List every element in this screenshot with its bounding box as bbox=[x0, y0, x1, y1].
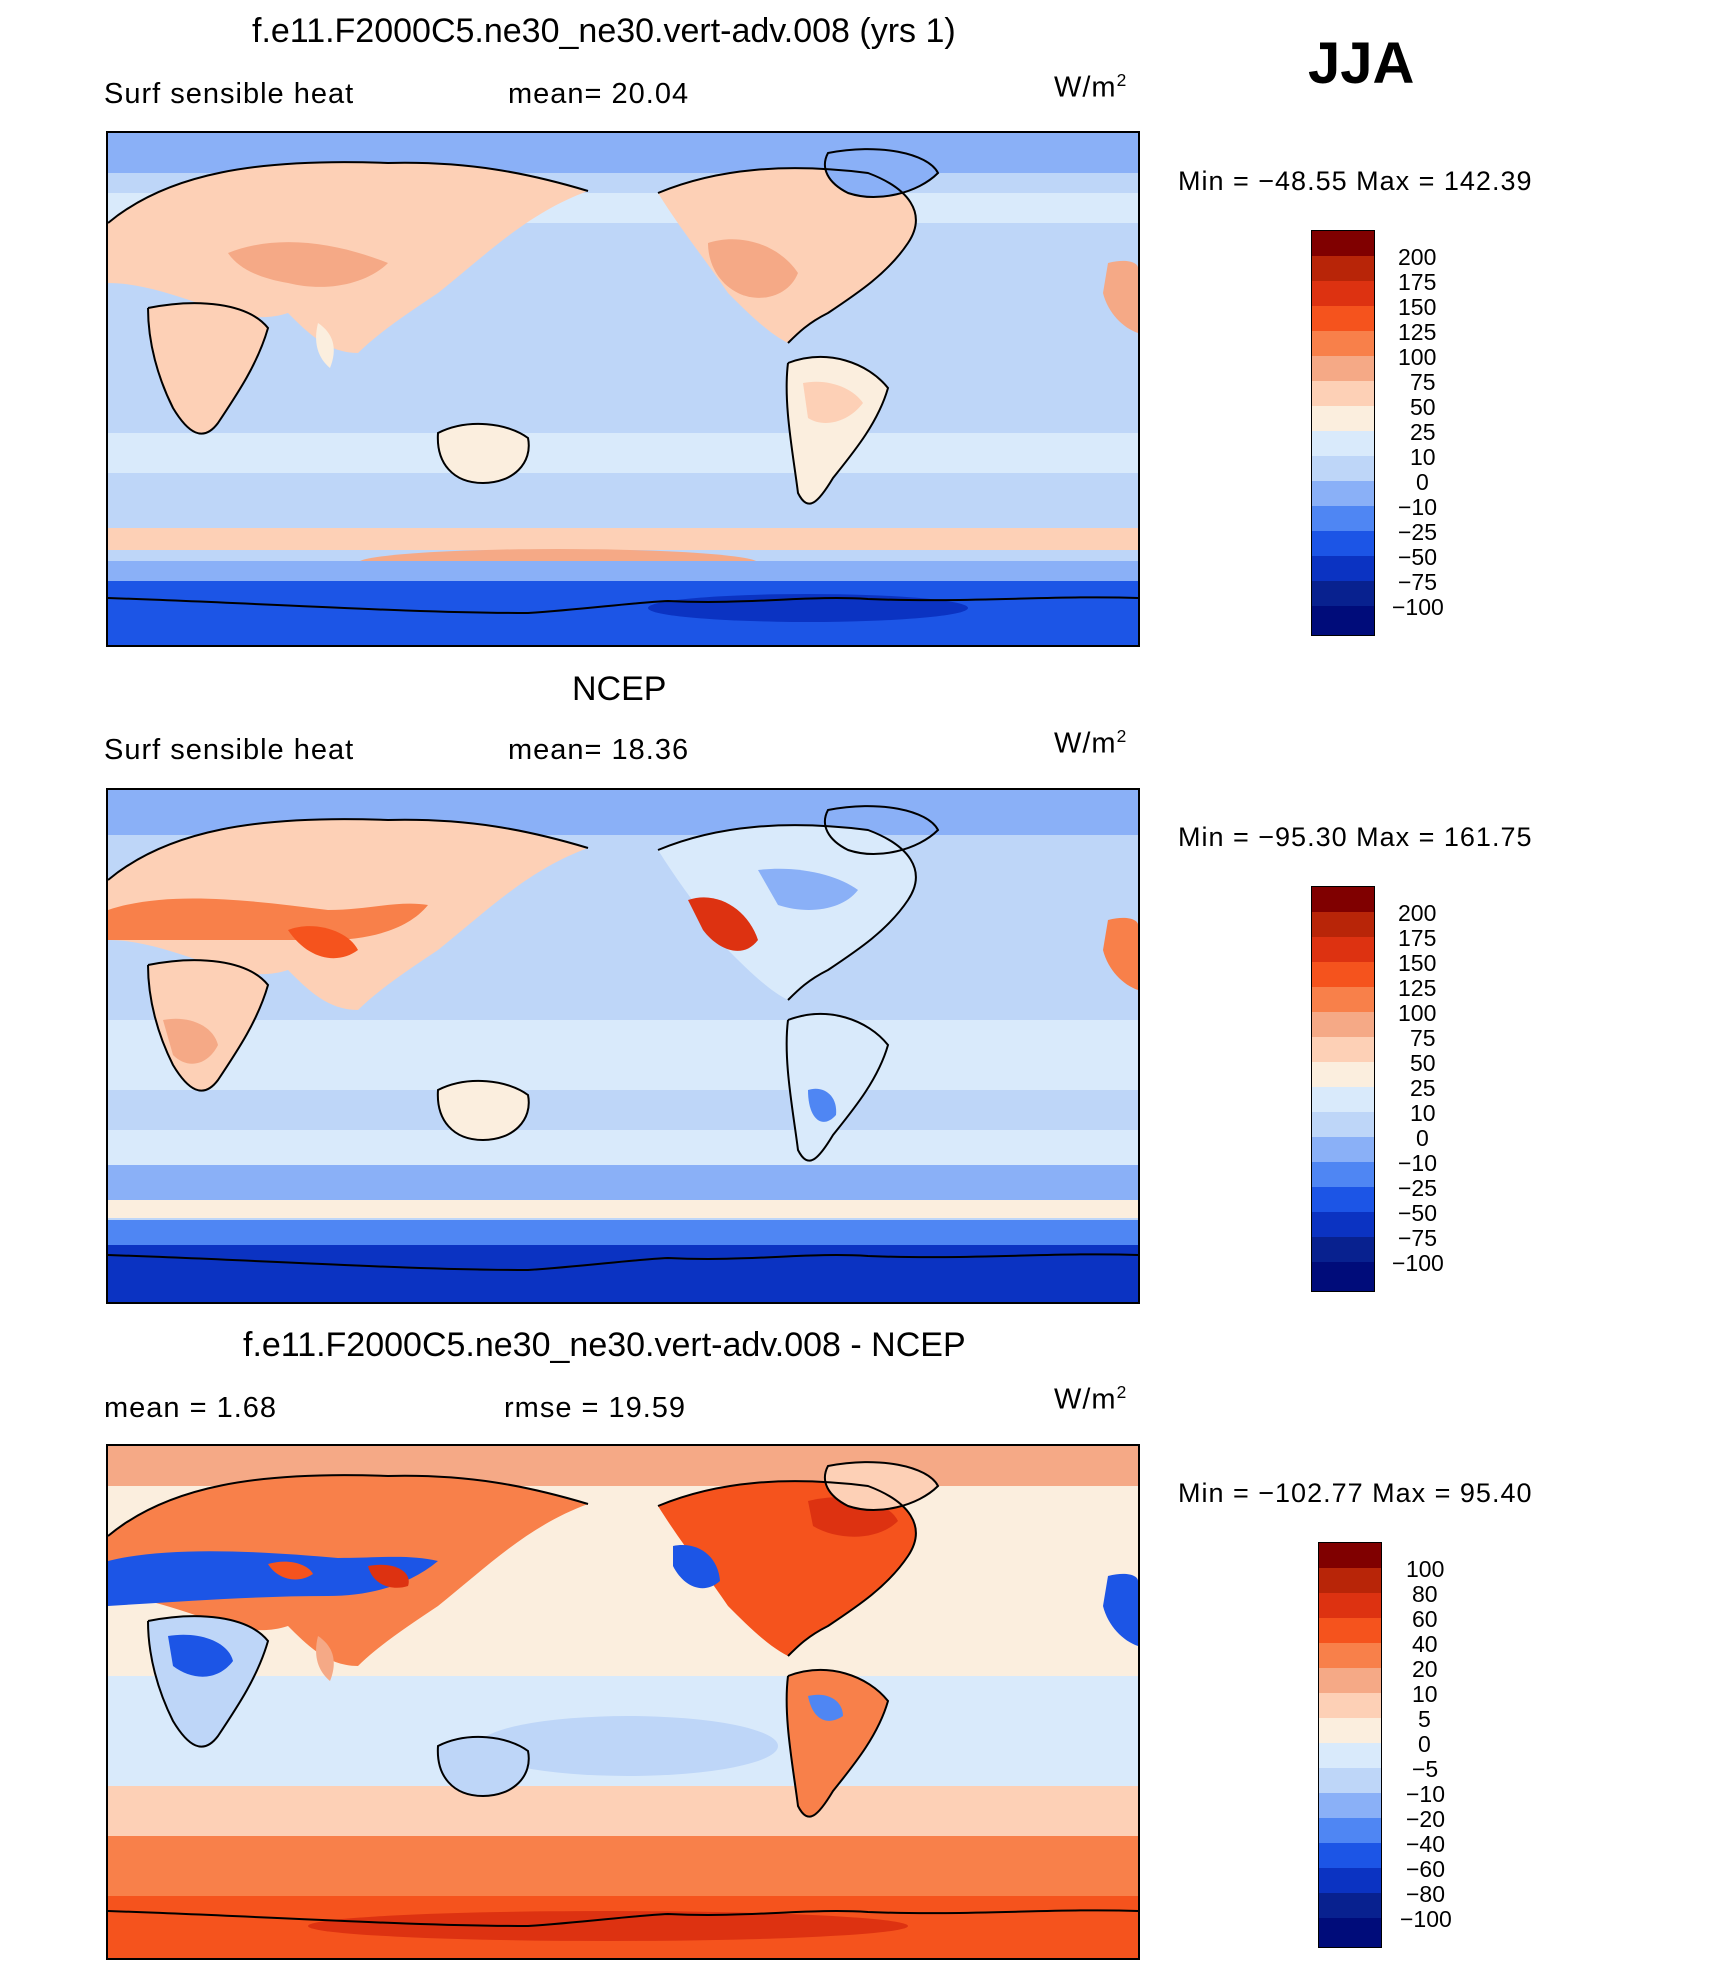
colorbar-tick: −60 bbox=[1406, 1856, 1446, 1882]
colorbar-tick: −40 bbox=[1406, 1831, 1446, 1857]
colorbar-tick: 125 bbox=[1398, 975, 1437, 1001]
colorbar-tick: −10 bbox=[1398, 1150, 1438, 1176]
colorbar-tick: −10 bbox=[1406, 1781, 1446, 1807]
panel1-mean-label: mean= 20.04 bbox=[508, 78, 690, 110]
panel3-minmax: Min = −102.77 Max = 95.40 bbox=[1178, 1478, 1533, 1508]
colorbar-tick: −80 bbox=[1406, 1881, 1446, 1907]
panel2-mean-label: mean= 18.36 bbox=[508, 734, 690, 766]
panel1-map bbox=[106, 131, 1140, 647]
colorbar-tick: 0 bbox=[1416, 469, 1429, 495]
colorbar-tick: −10 bbox=[1398, 494, 1438, 520]
colorbar-tick: −20 bbox=[1406, 1806, 1446, 1832]
colorbar-tick: −75 bbox=[1398, 1225, 1438, 1251]
panel3-colorbar bbox=[1318, 1542, 1382, 1948]
panel1-title: f.e11.F2000C5.ne30_ne30.vert-adv.008 (yr… bbox=[252, 12, 956, 50]
panel2-title: NCEP bbox=[572, 670, 667, 708]
colorbar-tick: 80 bbox=[1412, 1581, 1438, 1607]
colorbar-tick: 10 bbox=[1410, 444, 1436, 470]
panel1-variable-label: Surf sensible heat bbox=[104, 78, 355, 110]
colorbar-tick: 150 bbox=[1398, 294, 1437, 320]
panel2-variable-label: Surf sensible heat bbox=[104, 734, 355, 766]
colorbar-tick: −5 bbox=[1412, 1756, 1439, 1782]
colorbar-tick: 100 bbox=[1398, 344, 1437, 370]
colorbar-tick: −100 bbox=[1400, 1906, 1452, 1932]
colorbar-tick: 200 bbox=[1398, 900, 1437, 926]
colorbar-tick: 0 bbox=[1418, 1731, 1431, 1757]
panel2-colorbar bbox=[1311, 886, 1375, 1292]
colorbar-tick: 10 bbox=[1412, 1681, 1438, 1707]
colorbar-tick: −75 bbox=[1398, 569, 1438, 595]
panel3-rmse-label: rmse = 19.59 bbox=[504, 1392, 687, 1424]
colorbar-tick: −100 bbox=[1392, 594, 1444, 620]
panel2-map bbox=[106, 788, 1140, 1304]
colorbar-tick: 50 bbox=[1410, 1050, 1436, 1076]
panel3-title: f.e11.F2000C5.ne30_ne30.vert-adv.008 - N… bbox=[243, 1326, 966, 1364]
colorbar-tick: 175 bbox=[1398, 925, 1437, 951]
colorbar-tick: 25 bbox=[1410, 419, 1436, 445]
colorbar-tick: −25 bbox=[1398, 1175, 1438, 1201]
colorbar-tick: −100 bbox=[1392, 1250, 1444, 1276]
colorbar-tick: 125 bbox=[1398, 319, 1437, 345]
colorbar-tick: 5 bbox=[1418, 1706, 1431, 1732]
season-label: JJA bbox=[1308, 31, 1415, 96]
colorbar-tick: 175 bbox=[1398, 269, 1437, 295]
colorbar-tick: 50 bbox=[1410, 394, 1436, 420]
panel3-units: W/m2 bbox=[1054, 1382, 1128, 1416]
panel2-minmax: Min = −95.30 Max = 161.75 bbox=[1178, 822, 1533, 852]
colorbar-tick: 150 bbox=[1398, 950, 1437, 976]
colorbar-tick: −50 bbox=[1398, 1200, 1438, 1226]
colorbar-tick: −50 bbox=[1398, 544, 1438, 570]
colorbar-tick: 60 bbox=[1412, 1606, 1438, 1632]
panel2-units: W/m2 bbox=[1054, 726, 1128, 760]
colorbar-tick: 10 bbox=[1410, 1100, 1436, 1126]
colorbar-tick: 100 bbox=[1406, 1556, 1445, 1582]
colorbar-tick: 0 bbox=[1416, 1125, 1429, 1151]
panel1-minmax: Min = −48.55 Max = 142.39 bbox=[1178, 166, 1533, 196]
colorbar-tick: 75 bbox=[1410, 1025, 1436, 1051]
colorbar-tick: 40 bbox=[1412, 1631, 1438, 1657]
panel3-mean-label: mean = 1.68 bbox=[104, 1392, 278, 1424]
colorbar-tick: 25 bbox=[1410, 1075, 1436, 1101]
panel1-units: W/m2 bbox=[1054, 70, 1128, 104]
panel3-map bbox=[106, 1444, 1140, 1960]
colorbar-tick: 20 bbox=[1412, 1656, 1438, 1682]
colorbar-tick: 200 bbox=[1398, 244, 1437, 270]
colorbar-tick: −25 bbox=[1398, 519, 1438, 545]
panel1-colorbar bbox=[1311, 230, 1375, 636]
colorbar-tick: 75 bbox=[1410, 369, 1436, 395]
colorbar-tick: 100 bbox=[1398, 1000, 1437, 1026]
